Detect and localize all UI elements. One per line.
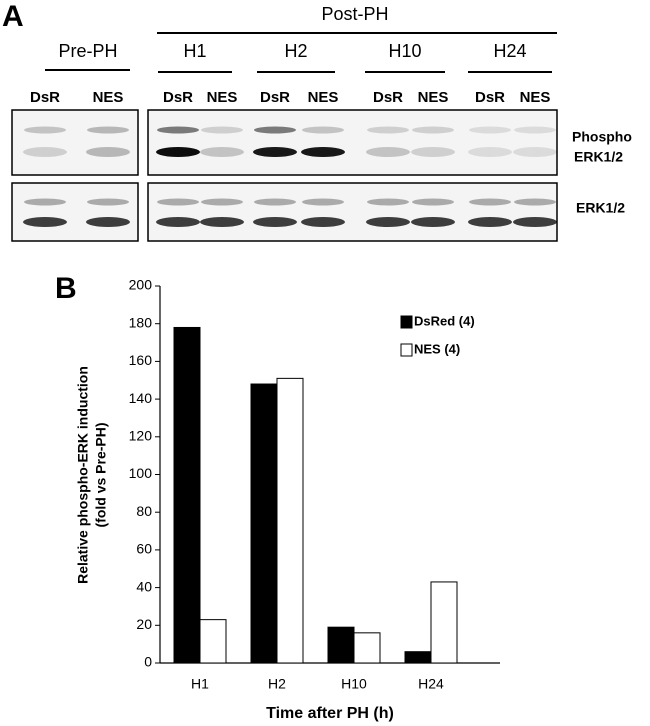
y-tick-label: 120 [129, 428, 153, 444]
blot-band [514, 126, 556, 134]
x-axis-label: Time after PH (h) [266, 705, 394, 722]
blot-band [87, 198, 129, 206]
y-tick-label: 180 [129, 314, 153, 330]
y-tick-label: 20 [136, 616, 152, 632]
blot-band [367, 198, 409, 206]
blot-band [412, 126, 454, 134]
blot-band [157, 126, 199, 134]
x-tick-label: H2 [268, 676, 286, 692]
lane-label: NES [418, 89, 449, 106]
blot-frame [147, 182, 558, 242]
blot-band [254, 198, 296, 206]
blot-band [412, 198, 454, 206]
bar [430, 581, 458, 664]
timepoint-label: H10 [388, 41, 421, 61]
blot-band [156, 217, 200, 227]
blot-band [87, 126, 129, 134]
x-tick-label: H24 [418, 676, 444, 692]
row-label: ERK1/2 [576, 200, 625, 216]
y-tick-label: 0 [144, 654, 152, 670]
panel-label: A [2, 0, 24, 33]
blot-band [469, 198, 511, 206]
legend-label: NES (4) [414, 341, 460, 356]
blot-band [411, 147, 455, 157]
y-tick-label: 140 [129, 390, 153, 406]
timepoint-label: H1 [183, 41, 206, 61]
blot-band [469, 126, 511, 134]
lane-label: DsR [475, 89, 505, 106]
blot-band [366, 217, 410, 227]
blot-band [201, 126, 243, 134]
blot-band [86, 217, 130, 227]
y-tick-label: 160 [129, 352, 153, 368]
blot-band [200, 217, 244, 227]
blot-band [513, 217, 557, 227]
timepoint-label: H2 [284, 41, 307, 61]
blot-band [86, 147, 130, 157]
blot-band [254, 126, 296, 134]
blot-band [24, 126, 66, 134]
bar [404, 651, 432, 664]
legend-swatch [400, 315, 413, 329]
lane-label: DsR [373, 89, 403, 106]
blot-band [24, 198, 66, 206]
bar [353, 632, 381, 664]
bar [199, 619, 227, 664]
blot-band [201, 198, 243, 206]
y-axis-label: (fold vs Pre-PH) [93, 422, 109, 527]
x-tick-label: H10 [341, 676, 367, 692]
bar [173, 326, 201, 664]
blot-frame [11, 182, 139, 242]
lane-label: NES [207, 89, 238, 106]
blot-band [367, 126, 409, 134]
y-axis-label: Relative phospho-ERK induction [75, 366, 91, 584]
y-tick-label: 80 [136, 503, 152, 519]
blot-band [302, 198, 344, 206]
blot-band [200, 147, 244, 157]
header: Post-PH [321, 4, 388, 24]
blot-band [156, 147, 200, 157]
lane-label: DsR [260, 89, 290, 106]
x-tick-label: H1 [191, 676, 209, 692]
blot-band [366, 147, 410, 157]
panel-label: B [55, 272, 77, 305]
blot-band [23, 217, 67, 227]
y-tick-label: 200 [129, 277, 153, 293]
blot-band [253, 147, 297, 157]
blot-band [157, 198, 199, 206]
row-label: ERK1/2 [574, 149, 623, 165]
blot-band [513, 147, 557, 157]
timepoint-label: H24 [493, 41, 526, 61]
y-tick-label: 100 [129, 465, 153, 481]
y-tick-label: 60 [136, 541, 152, 557]
lane-label: NES [93, 89, 124, 106]
lane-label: DsR [163, 89, 193, 106]
blot-band [253, 217, 297, 227]
legend-label: DsRed (4) [414, 313, 475, 328]
lane-label: NES [520, 89, 551, 106]
blot-band [301, 147, 345, 157]
blot-frame [147, 109, 558, 176]
lane-label: DsR [30, 89, 60, 106]
blot-frame [11, 109, 139, 176]
header: Pre-PH [58, 41, 117, 61]
legend-swatch [400, 343, 413, 357]
blot-band [411, 217, 455, 227]
lane-label: NES [308, 89, 339, 106]
blot-band [302, 126, 344, 134]
row-label: Phospho [572, 129, 632, 145]
blot-band [514, 198, 556, 206]
blot-band [301, 217, 345, 227]
bar [276, 377, 304, 664]
y-tick-label: 40 [136, 578, 152, 594]
blot-band [468, 147, 512, 157]
blot-band [23, 147, 67, 157]
bar [250, 383, 278, 664]
bar [327, 626, 355, 664]
blot-band [468, 217, 512, 227]
